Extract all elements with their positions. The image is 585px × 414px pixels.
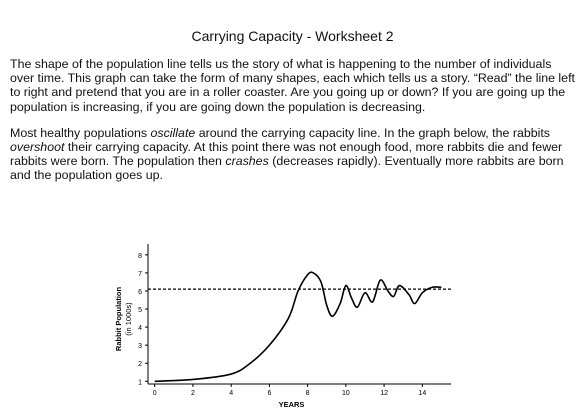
x-tick-label: 4 [229, 390, 233, 397]
page-title: Carrying Capacity - Worksheet 2 [191, 28, 394, 44]
y-tick-label: 4 [138, 325, 142, 332]
text-run: their carrying capacity. At this point t… [10, 140, 563, 169]
y-tick-label: 2 [138, 361, 142, 368]
y-tick-label: 3 [138, 343, 142, 350]
italic-text: crashes [225, 154, 269, 169]
text-run: Most healthy populations [10, 125, 151, 140]
y-axis-label: Rabbit Population [114, 287, 123, 352]
y-tick-label: 8 [138, 253, 142, 260]
x-tick-label: 12 [380, 390, 388, 397]
population-line [154, 271, 442, 383]
y-axis-label: (in 1000s) [124, 302, 133, 336]
x-tick-label: 10 [342, 390, 350, 397]
x-axis-label: YEARS [279, 400, 305, 409]
italic-text: overshoot [10, 140, 65, 155]
text-run: around the carrying capacity line. In th… [195, 125, 551, 140]
italic-text: oscillate [150, 125, 196, 140]
text-run: The shape of the population line tells u… [10, 57, 575, 114]
x-tick-label: 8 [306, 390, 310, 397]
y-tick-label: 7 [138, 271, 142, 278]
y-tick-label: 5 [138, 307, 142, 314]
worksheet-body: The shape of the population line tells u… [10, 57, 578, 195]
x-tick-label: 2 [191, 390, 195, 397]
paragraph: Most healthy populations oscillate aroun… [10, 126, 578, 183]
x-tick-label: 14 [418, 390, 426, 397]
y-tick-label: 6 [138, 289, 142, 296]
x-tick-label: 0 [153, 390, 157, 397]
x-tick-label: 6 [267, 390, 271, 397]
y-tick-label: 1 [138, 379, 142, 386]
paragraph: The shape of the population line tells u… [10, 57, 578, 114]
text-run: (decreases rapidly). Eventually more rab… [10, 154, 564, 183]
